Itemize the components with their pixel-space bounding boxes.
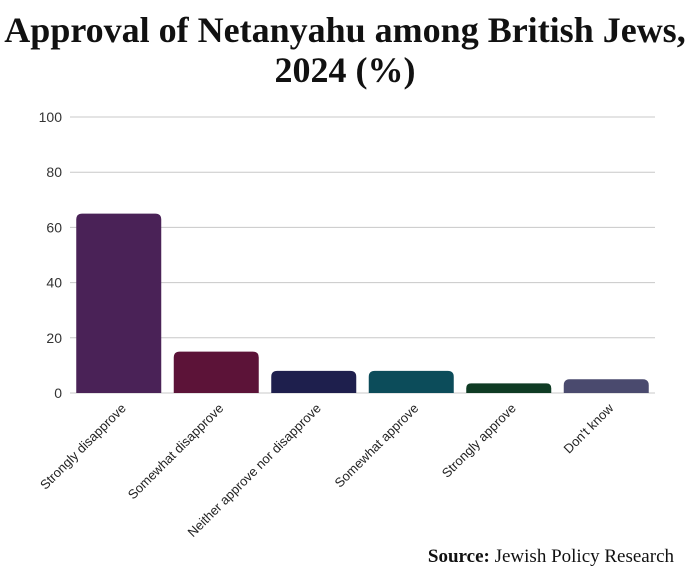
bar	[271, 370, 357, 393]
chart-title-text: Approval of Netanyahu among British Jews…	[4, 10, 686, 90]
x-tick-label: Somewhat approve	[332, 401, 422, 491]
bar	[173, 351, 259, 393]
bar	[563, 379, 649, 393]
chart-title: Approval of Netanyahu among British Jews…	[0, 10, 690, 90]
x-tick-label: Somewhat disapprove	[125, 401, 227, 503]
bar	[76, 213, 162, 393]
source-label: Source:	[427, 546, 490, 567]
y-tick-label: 0	[54, 385, 62, 401]
y-tick-label: 80	[46, 164, 62, 180]
bar	[368, 370, 454, 393]
bars	[76, 213, 649, 393]
y-axis-ticks: 0 20 40 60 80 100	[39, 109, 63, 401]
y-tick-label: 100	[39, 109, 63, 125]
source-text: Jewish Policy Research	[494, 546, 674, 567]
x-tick-label: Strongly approve	[439, 401, 519, 481]
bar	[466, 383, 552, 393]
source-note: Source: Jewish Policy Research	[428, 546, 674, 568]
x-tick-label: Strongly disapprove	[37, 401, 129, 493]
gridlines	[70, 116, 655, 394]
y-tick-label: 40	[46, 275, 62, 291]
x-tick-label: Don't know	[561, 400, 617, 456]
y-tick-label: 20	[46, 330, 62, 346]
y-tick-label: 60	[46, 219, 62, 235]
